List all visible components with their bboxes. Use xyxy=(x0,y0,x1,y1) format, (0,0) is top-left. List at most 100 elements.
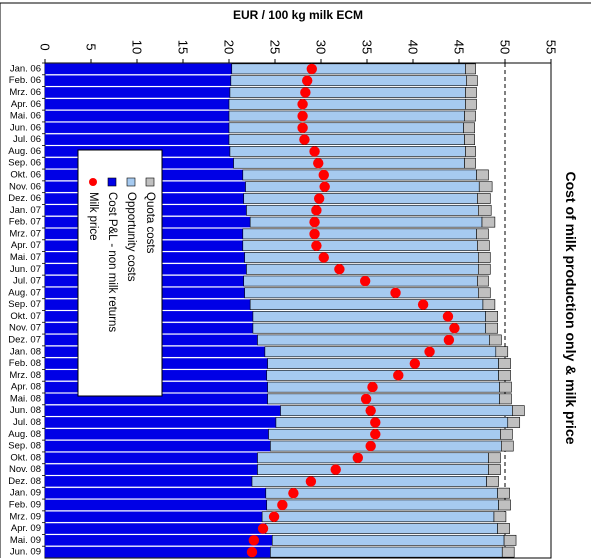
milk-price-point xyxy=(330,464,341,475)
legend-label: Milk price xyxy=(87,192,99,241)
category-label: Jan. 09 xyxy=(10,488,41,499)
milk-price-point xyxy=(288,487,299,499)
milk-price-point xyxy=(309,216,320,228)
bar-quota-costs xyxy=(464,157,476,169)
bar-opportunity-costs xyxy=(243,193,478,204)
bar-quota-costs xyxy=(512,405,525,417)
bar-opportunity-costs xyxy=(251,476,487,487)
bar-quota-costs xyxy=(478,204,492,216)
bar-cost-p-l-non-milk-returns xyxy=(44,546,271,558)
bar-quota-costs xyxy=(465,87,477,98)
bar-opportunity-costs xyxy=(268,428,501,440)
x-tick-label: 50 xyxy=(498,40,513,54)
milk-price-point xyxy=(277,499,288,511)
legend-label: Opportunity costs xyxy=(125,192,137,282)
bar-quota-costs xyxy=(497,487,510,499)
category-label: Mai. 08 xyxy=(10,393,41,404)
category-label: Apr. 07 xyxy=(11,240,41,251)
category-label: Aug. 07 xyxy=(8,287,41,298)
bar-opportunity-costs xyxy=(257,334,490,346)
milk-price-point xyxy=(318,169,329,181)
category-label: Sep. 08 xyxy=(8,441,41,452)
bar-opportunity-costs xyxy=(233,157,465,169)
milk-price-point xyxy=(359,275,371,287)
category-label: Feb. 06 xyxy=(9,75,41,86)
bar-quota-costs xyxy=(465,63,476,75)
bar-opportunity-costs xyxy=(270,546,503,558)
category-label: Mai. 07 xyxy=(10,252,41,263)
category-label: Mrz. 08 xyxy=(9,370,41,381)
milk-price-point xyxy=(360,393,372,405)
milk-price-point xyxy=(299,134,310,145)
milk-price-point xyxy=(297,122,308,134)
x-axis-title: EUR / 100 kg milk ECM xyxy=(233,8,363,22)
bar-cost-p-l-non-milk-returns xyxy=(44,87,231,98)
bar-opportunity-costs xyxy=(242,169,477,181)
category-label: Feb. 09 xyxy=(9,499,41,510)
bar-quota-costs xyxy=(466,75,478,87)
category-label: Dez. 08 xyxy=(8,476,41,487)
milk-price-point xyxy=(297,110,308,122)
legend-label: Quota costs xyxy=(144,192,156,254)
chart-title: Cost of milk production only & milk pric… xyxy=(563,171,579,444)
bar-cost-p-l-non-milk-returns xyxy=(44,122,230,134)
bar-cost-p-l-non-milk-returns xyxy=(44,75,232,86)
milk-price-point xyxy=(424,346,435,357)
bar-opportunity-costs xyxy=(228,110,465,122)
bar-opportunity-costs xyxy=(246,204,479,216)
milk-price-point xyxy=(390,287,401,299)
bar-quota-costs xyxy=(489,334,502,346)
category-label: Nov. 08 xyxy=(9,464,41,475)
milk-price-point xyxy=(306,63,317,75)
bar-quota-costs xyxy=(503,534,517,546)
category-label: Aug. 08 xyxy=(8,429,41,440)
milk-price-point xyxy=(367,381,378,393)
bar-opportunity-costs xyxy=(244,252,479,263)
bar-opportunity-costs xyxy=(266,499,499,511)
bar-quota-costs xyxy=(464,134,475,145)
legend-swatch-cost-p-l-non-milk-returns xyxy=(107,177,117,187)
bar-cost-p-l-non-milk-returns xyxy=(44,417,277,428)
milk-price-point xyxy=(300,87,311,98)
bar-quota-costs xyxy=(481,216,496,228)
bar-cost-p-l-non-milk-returns xyxy=(44,110,230,122)
bar-cost-p-l-non-milk-returns xyxy=(44,428,269,440)
bar-opportunity-costs xyxy=(261,511,495,523)
x-axis: 0 5 10 15 20 25 30 35 40 45 50 55 xyxy=(38,40,559,63)
bar-opportunity-costs xyxy=(231,63,466,75)
legend-box xyxy=(77,149,163,397)
milk-price-point xyxy=(417,299,429,310)
milk-price-point xyxy=(442,311,454,322)
bar-cost-p-l-non-milk-returns xyxy=(44,523,267,534)
bar-quota-costs xyxy=(498,358,511,369)
bar-opportunity-costs xyxy=(267,393,500,405)
category-label: Jul. 06 xyxy=(13,134,41,145)
legend: Quota costs Opportunity costs Cost P&L - n… xyxy=(77,149,163,397)
category-label: Sep. 06 xyxy=(8,158,41,169)
bar-opportunity-costs xyxy=(242,228,477,240)
bar-opportunity-costs xyxy=(228,122,464,134)
bar-opportunity-costs xyxy=(229,146,466,157)
bar-quota-costs xyxy=(499,393,512,405)
category-label: Okt. 07 xyxy=(10,311,41,322)
bar-opportunity-costs xyxy=(228,98,466,110)
milk-price-point xyxy=(370,417,381,428)
bar-quota-costs xyxy=(495,346,509,358)
bar-quota-costs xyxy=(498,499,511,511)
bar-cost-p-l-non-milk-returns xyxy=(44,487,267,499)
bar-quota-costs xyxy=(493,511,507,523)
category-label: Feb. 08 xyxy=(9,358,41,369)
bar-quota-costs xyxy=(488,452,501,464)
bar-opportunity-costs xyxy=(257,452,489,464)
category-label: Apr. 06 xyxy=(11,99,41,110)
category-label: Okt. 06 xyxy=(10,169,41,180)
category-label: Jun. 06 xyxy=(10,122,41,133)
milk-price-point xyxy=(318,252,329,263)
bar-cost-p-l-non-milk-returns xyxy=(44,134,230,145)
milk-price-markers xyxy=(246,63,460,558)
milk-price-point xyxy=(365,405,376,416)
bar-opportunity-costs xyxy=(265,523,498,534)
bar-opportunity-costs xyxy=(267,381,500,393)
